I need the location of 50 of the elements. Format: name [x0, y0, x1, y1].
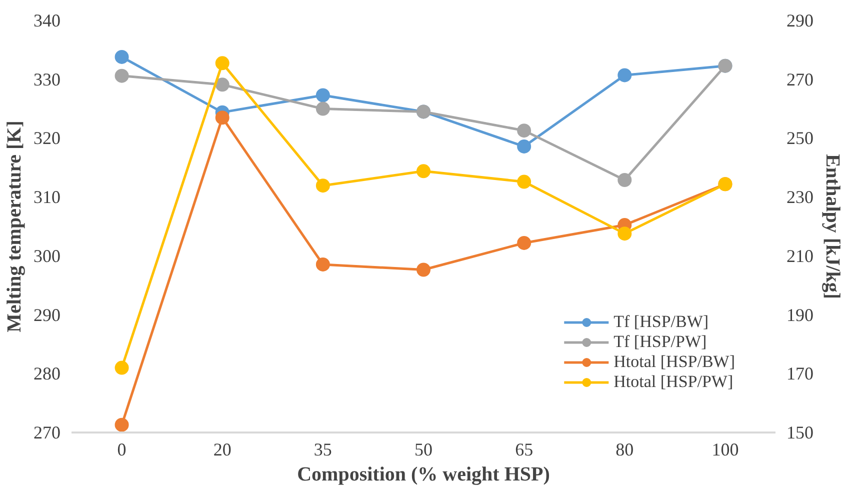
- y2-axis-title: Enthalpy [kJ/kg]: [822, 154, 844, 300]
- point: [517, 139, 532, 154]
- legend-label: Tf [HSP/PW]: [614, 332, 707, 352]
- point: [416, 164, 430, 178]
- y-tick-label: 330: [34, 69, 60, 90]
- y2-tick-label: 290: [786, 10, 814, 30]
- x-axis-title: Composition (% weight HSP): [297, 464, 550, 486]
- x-tick-label: 80: [616, 440, 634, 460]
- point: [316, 88, 330, 102]
- point: [316, 102, 330, 116]
- point: [316, 257, 330, 272]
- y-tick-label: 320: [34, 128, 60, 148]
- legend-label: Htotal [HSP/BW]: [614, 352, 735, 372]
- y-tick-label: 300: [34, 246, 60, 266]
- x-tick-label: 50: [414, 440, 432, 460]
- point: [416, 262, 430, 277]
- y2-tick-label: 230: [786, 187, 814, 208]
- point: [618, 226, 632, 241]
- y2-tick-label: 190: [786, 304, 814, 325]
- y2-tick-label: 270: [786, 69, 814, 90]
- y-tick-label: 270: [34, 422, 60, 442]
- point: [316, 178, 330, 193]
- x-tick-label: 65: [515, 440, 534, 460]
- point: [114, 360, 129, 375]
- point: [215, 56, 230, 70]
- y2-tick-label: 150: [786, 422, 814, 442]
- y-tick-label: 280: [34, 364, 60, 384]
- y2-tick-label: 170: [786, 364, 814, 384]
- x-tick-label: 0: [117, 440, 126, 460]
- point: [517, 174, 532, 189]
- point: [618, 68, 632, 82]
- point: [517, 124, 532, 138]
- point: [215, 110, 230, 125]
- point: [114, 418, 129, 432]
- y-tick-label: 310: [34, 187, 60, 208]
- y2-tick-label: 210: [786, 246, 814, 266]
- point: [114, 50, 129, 64]
- y2-tick-label: 250: [786, 128, 814, 148]
- y-tick-label: 340: [34, 10, 60, 30]
- point: [517, 236, 532, 250]
- x-tick-label: 35: [314, 440, 332, 460]
- point: [114, 68, 129, 83]
- point: [215, 78, 230, 92]
- x-tick-label: 100: [712, 440, 739, 460]
- legend-label: Tf [HSP/BW]: [614, 312, 709, 332]
- point: [618, 173, 632, 187]
- y-tick-label: 290: [34, 304, 60, 325]
- x-tick-label: 20: [213, 440, 232, 460]
- legend-label: Htotal [HSP/PW]: [614, 372, 734, 392]
- y-axis-title: Melting temperature [K]: [4, 120, 26, 332]
